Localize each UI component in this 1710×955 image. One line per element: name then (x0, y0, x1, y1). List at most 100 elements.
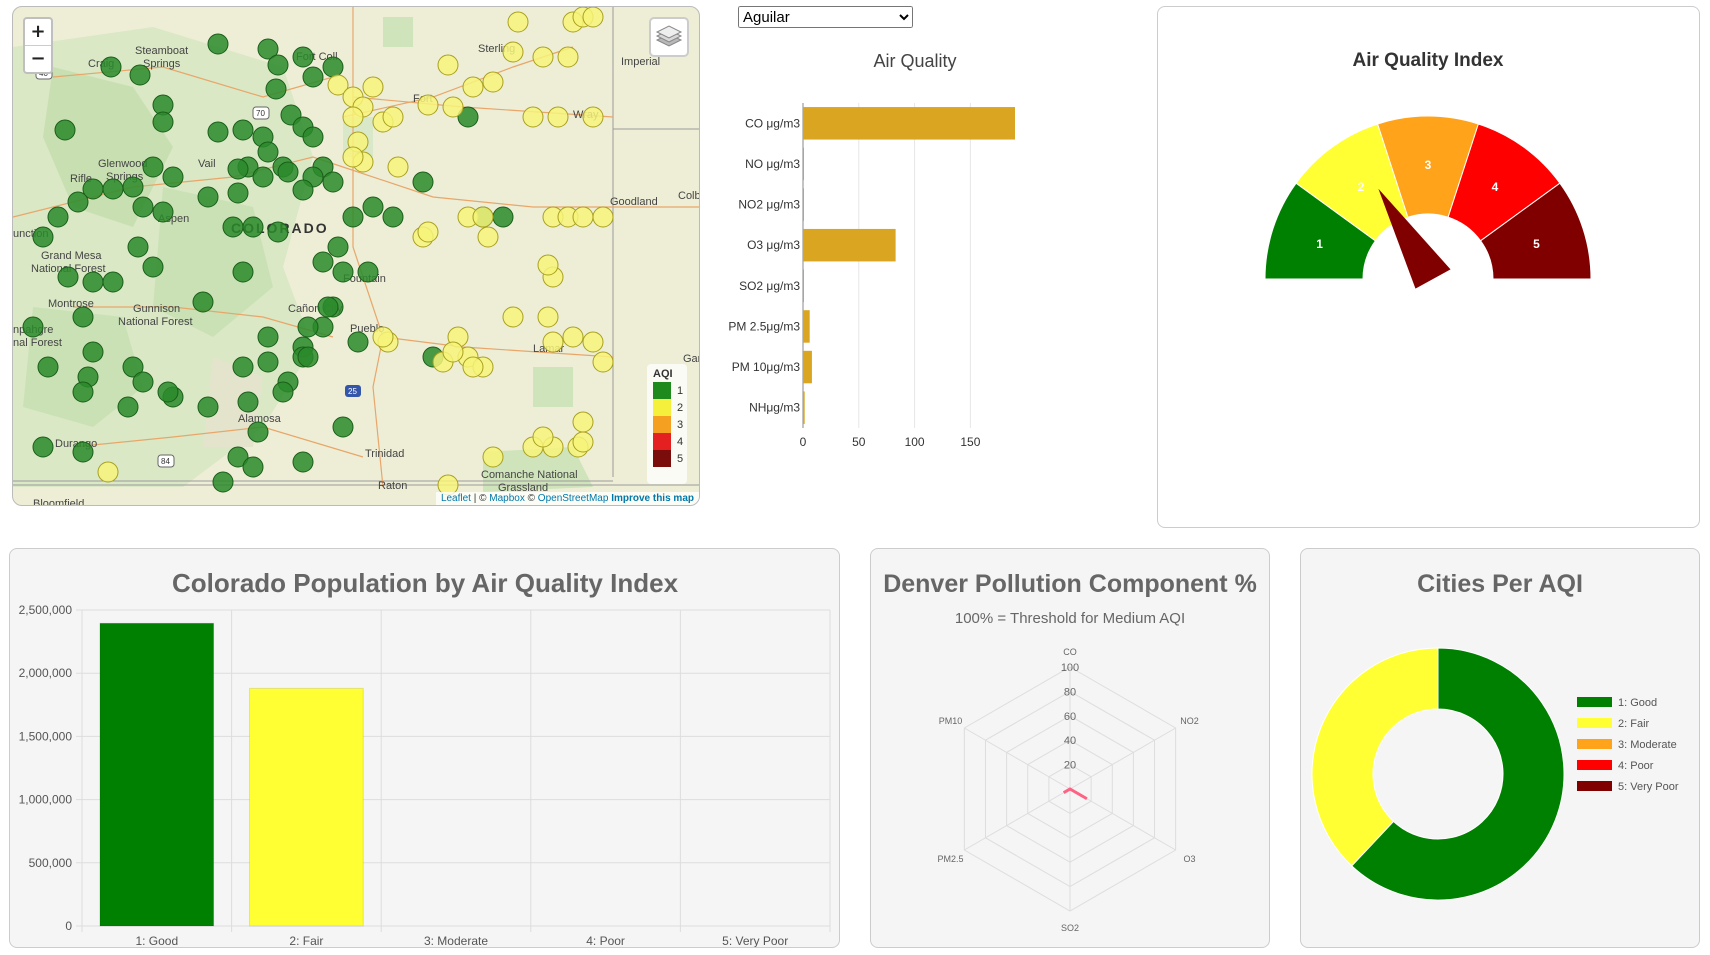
legend-label: 3: Moderate (1618, 739, 1677, 751)
chart-title: Denver Pollution Component % (883, 570, 1257, 598)
map-label: National Forest (118, 316, 193, 328)
radar-axis-label: CO (1063, 647, 1077, 657)
radar-series (1062, 787, 1088, 801)
population-chart-panel: Colorado Population by Air Quality Index… (9, 548, 840, 948)
aqi-marker-good (257, 326, 279, 348)
gauge-needle (1378, 188, 1451, 289)
aqi-marker-good (257, 141, 279, 163)
aqi-marker-fair (522, 106, 544, 128)
y-tick-label: NO2 μg/m3 (738, 198, 800, 212)
mapbox-link[interactable]: Mapbox (489, 493, 525, 504)
improve-map-link[interactable]: Improve this map (611, 493, 694, 504)
aqi-marker-fair (507, 11, 529, 33)
aqi-marker-good (332, 261, 354, 283)
osm-link[interactable]: OpenStreetMap (537, 493, 609, 504)
aqi-marker-good (242, 456, 264, 478)
aqi-marker-good (22, 316, 44, 338)
aqi-marker-good (129, 64, 151, 86)
aqi-marker-good (54, 119, 76, 141)
aqi-marker-fair (342, 146, 364, 168)
y-tick-label: PM 2.5μg/m3 (728, 319, 800, 333)
legend-item: 1 (647, 382, 687, 399)
aqi-marker-good (32, 226, 54, 248)
aqi-marker-good (57, 266, 79, 288)
map-basemap[interactable]: Steamboat Springs Craig Fort Coll Sterli… (13, 7, 700, 506)
aqi-marker-good (47, 206, 69, 228)
aqi-marker-fair (382, 106, 404, 128)
aqi-marker-good (142, 256, 164, 278)
aqi-marker-good (242, 216, 264, 238)
aqi-station-markers[interactable] (22, 7, 614, 496)
aqi-marker-fair (572, 206, 594, 228)
aqi-marker-good (142, 156, 164, 178)
legend-label: 3 (677, 418, 684, 431)
map-label: Goodland (610, 196, 658, 208)
aqi-gauge-svg: Air Quality Index 1 2 3 4 5 (1264, 50, 1592, 289)
radar-chart-panel: Denver Pollution Component % 100% = Thres… (870, 548, 1270, 948)
aqi-marker-good (302, 66, 324, 88)
gauge-segment (1479, 182, 1592, 280)
layers-button[interactable] (649, 17, 689, 57)
aqi-marker-good (232, 356, 254, 378)
aqi-marker-good (102, 178, 124, 200)
aqi-marker-fair (362, 76, 384, 98)
population-chart-svg: Colorado Population by Air Quality Index… (19, 568, 831, 948)
y-tick-label: O3 μg/m3 (747, 238, 800, 252)
map-label: Colb (678, 190, 700, 202)
aqi-marker-good (252, 166, 274, 188)
aqi-marker-fair (537, 254, 559, 276)
aqi-marker-fair (572, 431, 594, 453)
attribution-sep: © (524, 493, 538, 504)
legend-label: 4 (677, 435, 684, 448)
aqi-marker-good (277, 161, 299, 183)
zoom-out-button[interactable]: − (30, 48, 46, 69)
legend-item: 4 (647, 433, 687, 450)
zoom-in-button[interactable]: + (25, 19, 51, 46)
aqi-marker-good (152, 111, 174, 133)
map-label: Gunnison (133, 303, 180, 315)
air-quality-chart-svg: Air Quality 0 50 100 150 CO μg/m3 NO μg/m3 NO2 … (728, 51, 1015, 449)
radar-axis-label: SO2 (1061, 923, 1079, 933)
aqi-marker-good (212, 471, 234, 493)
x-tick-label: 100 (905, 435, 925, 449)
aqi-marker-fair (532, 426, 554, 448)
aqi-marker-good (382, 206, 404, 228)
aqi-marker-good (292, 46, 314, 68)
aqi-legend: AQI 1 2 3 4 5 (647, 364, 687, 484)
y-tick-label: SO2 μg/m3 (739, 279, 800, 293)
aqi-marker-fair (437, 54, 459, 76)
aqi-marker-good (227, 446, 249, 468)
city-select[interactable]: Aguilar (738, 6, 913, 28)
chart-subtitle: 100% = Threshold for Medium AQI (955, 610, 1185, 627)
aqi-marker-fair (417, 221, 439, 243)
aqi-marker-good (117, 396, 139, 418)
gauge-segment-label: 3 (1425, 158, 1432, 172)
aqi-marker-good (127, 236, 149, 258)
aqi-marker-good (122, 176, 144, 198)
legend-label: 2: Fair (1618, 718, 1650, 730)
x-tick-label: 5: Very Poor (722, 934, 788, 947)
aqi-marker-good (342, 206, 364, 228)
aqi-marker-good (412, 171, 434, 193)
leaflet-link[interactable]: Leaflet (440, 493, 471, 504)
map-label: Grassland (498, 482, 548, 494)
legend-item: 2 (647, 399, 687, 416)
aqi-map[interactable]: Steamboat Springs Craig Fort Coll Sterli… (12, 6, 700, 506)
aqi-marker-good (152, 201, 174, 223)
aqi-marker-good (265, 78, 287, 100)
y-tick-label: PM 10μg/m3 (732, 360, 801, 374)
legend-label: 5: Very Poor (1618, 781, 1679, 793)
aqi-marker-fair (502, 306, 524, 328)
cities-per-aqi-panel: Cities Per AQI 1: Good 2: Fair 3: Moderate 4… (1300, 548, 1700, 948)
aqi-marker-good (247, 421, 269, 443)
map-label: Imperial (621, 56, 660, 68)
aqi-marker-good (122, 356, 144, 378)
aqi-marker-good (267, 54, 289, 76)
aqi-marker-good (197, 396, 219, 418)
bar (803, 147, 804, 181)
bar (803, 107, 1015, 140)
aqi-marker-good (492, 206, 514, 228)
aqi-marker-fair (462, 76, 484, 98)
aqi-marker-fair (582, 7, 604, 28)
aqi-marker-good (227, 182, 249, 204)
